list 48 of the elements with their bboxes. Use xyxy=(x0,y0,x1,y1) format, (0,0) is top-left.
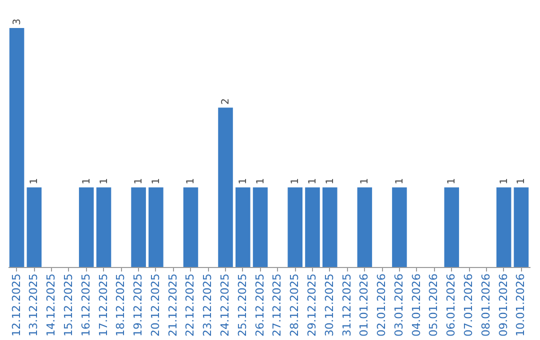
x-tick-label: 23.12.2025 xyxy=(201,274,214,336)
data-label: 3 xyxy=(12,18,23,25)
data-label: 1 xyxy=(98,178,110,184)
x-tick-label: 20.12.2025 xyxy=(148,274,162,336)
x-tick-label: 31.12.2025 xyxy=(340,274,354,336)
x-tick-label: 13.12.2025 xyxy=(27,274,40,336)
data-label: 1 xyxy=(498,178,510,184)
x-tick-label: 10.01.2026 xyxy=(514,274,528,336)
x-tick-label: 18.12.2025 xyxy=(114,274,128,336)
data-label: 1 xyxy=(134,178,145,184)
x-tick-label: 16.12.2025 xyxy=(79,274,92,336)
data-label: 1 xyxy=(516,178,528,184)
data-label: 1 xyxy=(255,178,266,184)
x-tick-label: 04.01.2026 xyxy=(410,274,423,336)
x-tick-label: 21.12.2025 xyxy=(166,274,180,336)
x-tick-label: 15.12.2025 xyxy=(62,274,75,336)
x-tick-label: 06.01.2026 xyxy=(444,274,458,336)
data-label: 1 xyxy=(150,178,162,184)
x-tick-label: 22.12.2025 xyxy=(184,274,197,336)
data-label: 1 xyxy=(186,178,197,184)
data-label: 1 xyxy=(446,178,458,184)
x-tick-label: 09.01.2026 xyxy=(496,274,510,336)
x-tick-label: 29.12.2025 xyxy=(305,274,318,336)
data-label: 1 xyxy=(307,178,318,184)
x-tick-label: 26.12.2025 xyxy=(253,274,266,336)
x-tick-label: 08.01.2026 xyxy=(479,274,492,336)
x-tick-label: 17.12.2025 xyxy=(96,274,110,336)
data-label: 1 xyxy=(360,178,371,184)
x-tick-label: 12.12.2025 xyxy=(10,274,23,336)
x-tick-label: 14.12.2025 xyxy=(44,274,58,336)
data-label: 2 xyxy=(220,98,232,105)
data-label: 1 xyxy=(29,178,40,184)
x-tick-label: 02.01.2026 xyxy=(375,274,388,336)
x-tick-label: 30.12.2025 xyxy=(322,274,336,336)
x-tick-label: 19.12.2025 xyxy=(132,274,145,336)
x-tick-label: 25.12.2025 xyxy=(236,274,249,336)
x-tick-label: 01.01.2026 xyxy=(358,274,371,336)
data-label: 1 xyxy=(238,178,249,184)
data-label: 1 xyxy=(394,178,406,184)
x-tick-label: 28.12.2025 xyxy=(288,274,302,336)
x-tick-label: 24.12.2025 xyxy=(218,274,232,336)
x-tick-label: 03.01.2026 xyxy=(392,274,406,336)
data-label: 1 xyxy=(290,178,302,184)
data-label: 1 xyxy=(324,178,336,184)
data-label: 1 xyxy=(81,178,92,184)
x-tick-label: 07.01.2026 xyxy=(462,274,476,336)
x-tick-label: 27.12.2025 xyxy=(270,274,284,336)
x-tick-label: 05.01.2026 xyxy=(427,274,440,336)
